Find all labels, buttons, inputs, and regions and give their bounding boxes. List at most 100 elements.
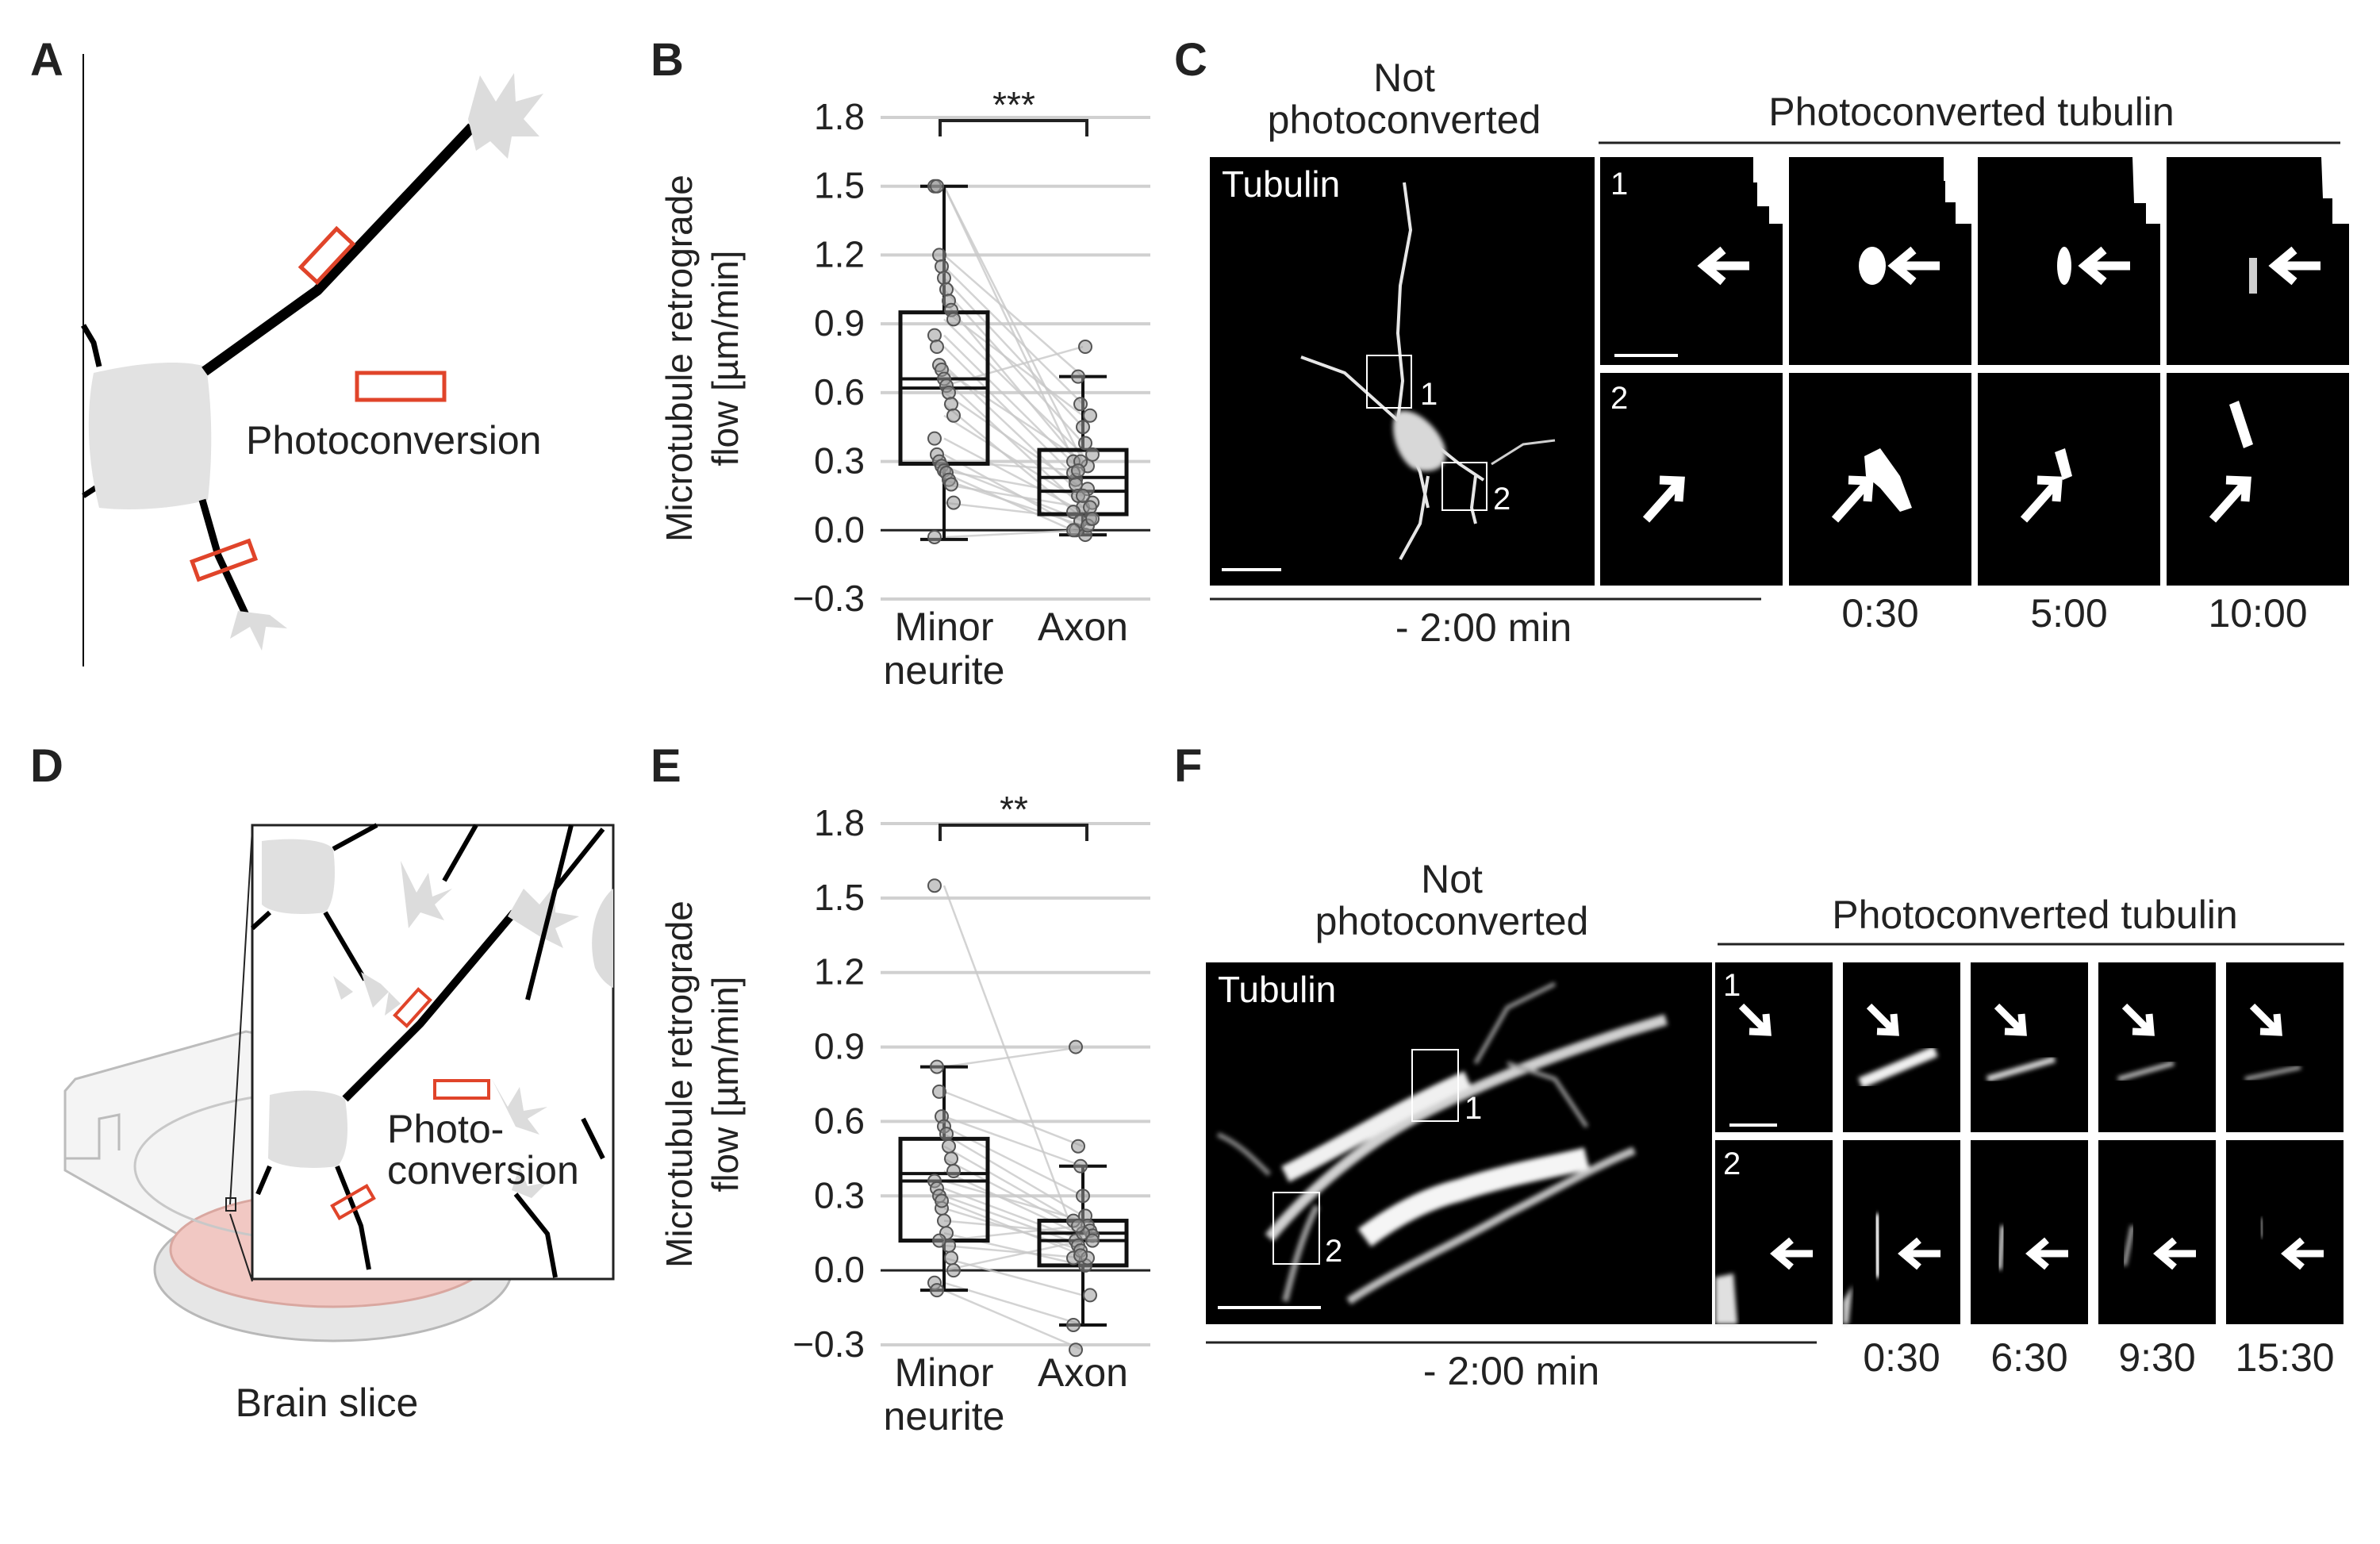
panel-b-pair-line-26 [943, 501, 1084, 520]
panel-b-point-b-27 [1066, 523, 1081, 538]
panel-a-growth-cone [468, 73, 543, 159]
panel-b-pair-line-15 [943, 391, 1084, 490]
panel-c-tile-r1-c4-signal [2249, 258, 2257, 294]
panel-a: A Photoconversion [30, 34, 543, 666]
panel-b-point-a-16 [944, 397, 958, 412]
panel-b-point-b-26 [1085, 511, 1100, 526]
panel-e-ytick-3: 0.6 [814, 1100, 865, 1141]
panel-b-point-a-10 [930, 340, 944, 355]
panel-e-pair-line-16 [943, 1257, 1084, 1296]
panel-e-point-a-2 [932, 1084, 946, 1099]
panel-f-tile-r2-c2 [1843, 1140, 1960, 1324]
panel-d-growth-cone-2 [361, 972, 401, 1016]
panel-c-tile-r1-c3-edge [2132, 157, 2160, 224]
panel-f-tile-r2-c3 [1971, 1140, 2088, 1324]
panel-b-ytick-4: 0.9 [814, 302, 865, 344]
panel-f-tile-r2-c2-signal [1872, 1213, 1883, 1278]
panel-c-tiles-row-1: 1 [1600, 157, 2349, 365]
panel-b-point-a-1 [930, 179, 944, 194]
panel-f-main-image [1206, 962, 1712, 1324]
panel-e-ytick-6: 1.5 [814, 877, 865, 918]
panel-b-pair-line-1 [942, 186, 1084, 481]
panel-f-tile-r2-c5-arrow [2281, 1237, 2324, 1270]
panel-d-zoom-lines [229, 828, 253, 1282]
panel-f-tile-r2-c1-edge [1715, 1273, 1737, 1324]
panel-b-point-a-26 [946, 495, 961, 510]
panel-f-row-2-label: 2 [1723, 1146, 1741, 1181]
panel-c-tile-r1-c4-arrow [2268, 246, 2320, 286]
panel-d-brain-slice-label: Brain slice [236, 1381, 419, 1425]
panel-b: B −0.3 0.0 0.3 0.6 0.9 1.2 1.5 1.8 Microtubule r… [651, 34, 1150, 693]
panel-e-point-a-13 [937, 1213, 951, 1228]
panel-e-point-b-19 [1069, 1342, 1083, 1358]
panel-c-tile-r1-c1-arrow [1697, 246, 1749, 286]
panel-f-tile-r2-c4 [2098, 1140, 2216, 1324]
panel-c-tile-r1-c1 [1600, 157, 1783, 365]
panel-e-ylabel-line-1: flow [µm/min] [704, 977, 746, 1193]
panel-b-ytick-1: 0.0 [814, 509, 865, 550]
panel-b-point-b-22 [1076, 488, 1090, 503]
panel-f-tile-r1-c4-arrow [2121, 1003, 2155, 1036]
panel-a-photoconversion-label: Photoconversion [246, 418, 541, 463]
panel-b-point-a-2 [932, 248, 946, 263]
panel-c-tile-r1-c2-arrow [1887, 246, 1940, 286]
panel-f: F Not photoconverted Photoconverted tubu… [1174, 740, 2344, 1393]
panel-f-tile-r1-c5 [2226, 962, 2344, 1132]
panel-e-pair-line-7 [943, 1158, 1084, 1232]
panel-e-point-a-17 [946, 1263, 961, 1278]
panel-b-point-b-5 [1078, 436, 1092, 451]
panel-e-chart: −0.3 0.0 0.3 0.6 0.9 1.2 1.5 1.8 Microtubule ret… [658, 802, 1150, 1438]
panel-b-point-b-10 [1069, 477, 1083, 492]
panel-c-tile-r1-c3-arrow [2078, 246, 2130, 286]
panel-c-roi-1 [1366, 355, 1412, 409]
panel-b-category-0-line-1: neurite [884, 648, 1005, 693]
panel-f-tile-r1-c5-arrow [2249, 1003, 2282, 1036]
panel-f-tile-r2-c5 [2226, 1140, 2344, 1324]
panel-c-tile-r1-c1-edge [1753, 157, 1783, 224]
panel-c-tile-r2-c4-arrow [2209, 475, 2251, 523]
panel-e-point-a-21 [935, 1193, 949, 1208]
panel-f-tile-r2-c5-signal [2259, 1217, 2264, 1239]
panel-e-pair-line-19 [943, 1289, 1084, 1351]
panel-e-ytick-2: 0.3 [814, 1174, 865, 1216]
panel-d-cell-1 [262, 839, 335, 914]
panel-e-category-1-line-0: Axon [1038, 1350, 1128, 1395]
panel-b-significance: *** [992, 84, 1035, 125]
panel-f-tile-r2-c4-arrow [2153, 1237, 2196, 1270]
panel-f-tile-r2-c1-arrow [1770, 1237, 1813, 1270]
panel-f-tile-r1-c2 [1843, 962, 1960, 1132]
panel-b-chart: −0.3 0.0 0.3 0.6 0.9 1.2 1.5 1.8 Microtubule ret… [658, 96, 1150, 693]
panel-c-tile-r2-c4 [2167, 373, 2349, 586]
panel-e-point-b-18 [1066, 1317, 1081, 1332]
panel-b-point-a-9 [927, 328, 942, 343]
panel-e-letter: E [651, 740, 681, 792]
panel-b-point-a-27 [927, 529, 942, 544]
panel-c-tiles-row-2: 2 [1600, 373, 2349, 586]
panel-e-pair-line-6 [943, 1145, 1084, 1227]
panel-e-pair-line-20 [943, 1224, 1084, 1242]
panel-b-point-a-8 [946, 312, 961, 327]
panel-b-pair-line-27 [943, 529, 1084, 539]
panel-f-time-2: 6:30 [1990, 1335, 2067, 1380]
panel-c-roi-2-label: 2 [1493, 482, 1511, 517]
panel-c-row-2-label: 2 [1610, 381, 1628, 416]
panel-b-pair-line-12 [943, 368, 1084, 463]
panel-e-pair-line-12 [943, 1207, 1084, 1252]
panel-e-pair-line-0 [942, 885, 1084, 1258]
panel-e: E −0.3 0.0 0.3 0.6 0.9 1.2 1.5 1.8 Microtubule r… [651, 740, 1150, 1438]
panel-e-point-a-7 [944, 1151, 958, 1166]
panel-c-time-2: 5:00 [2030, 591, 2107, 636]
panel-e-ylabel-line-0: Microtubule retrograde [658, 901, 700, 1268]
panel-b-point-b-14 [1078, 340, 1092, 355]
panel-c-tile-r1-c4-edge [2321, 157, 2349, 224]
panel-e-significance: ** [1000, 789, 1028, 830]
panel-b-point-a-3 [935, 259, 949, 274]
panel-f-neuron-3 [1282, 1204, 1320, 1302]
panel-b-ylabel-line-1: flow [µm/min] [704, 251, 746, 467]
panel-f-roi-1 [1411, 1049, 1459, 1122]
panel-d-neurite-photoconversion-box [330, 1183, 376, 1221]
panel-f-time-3: 9:30 [2118, 1335, 2195, 1380]
panel-e-point-b-3 [1073, 1158, 1088, 1173]
panel-f-photoconverted-label: Photoconverted tubulin [1832, 893, 2237, 937]
panel-c-neuron-process-right [1491, 439, 1556, 466]
